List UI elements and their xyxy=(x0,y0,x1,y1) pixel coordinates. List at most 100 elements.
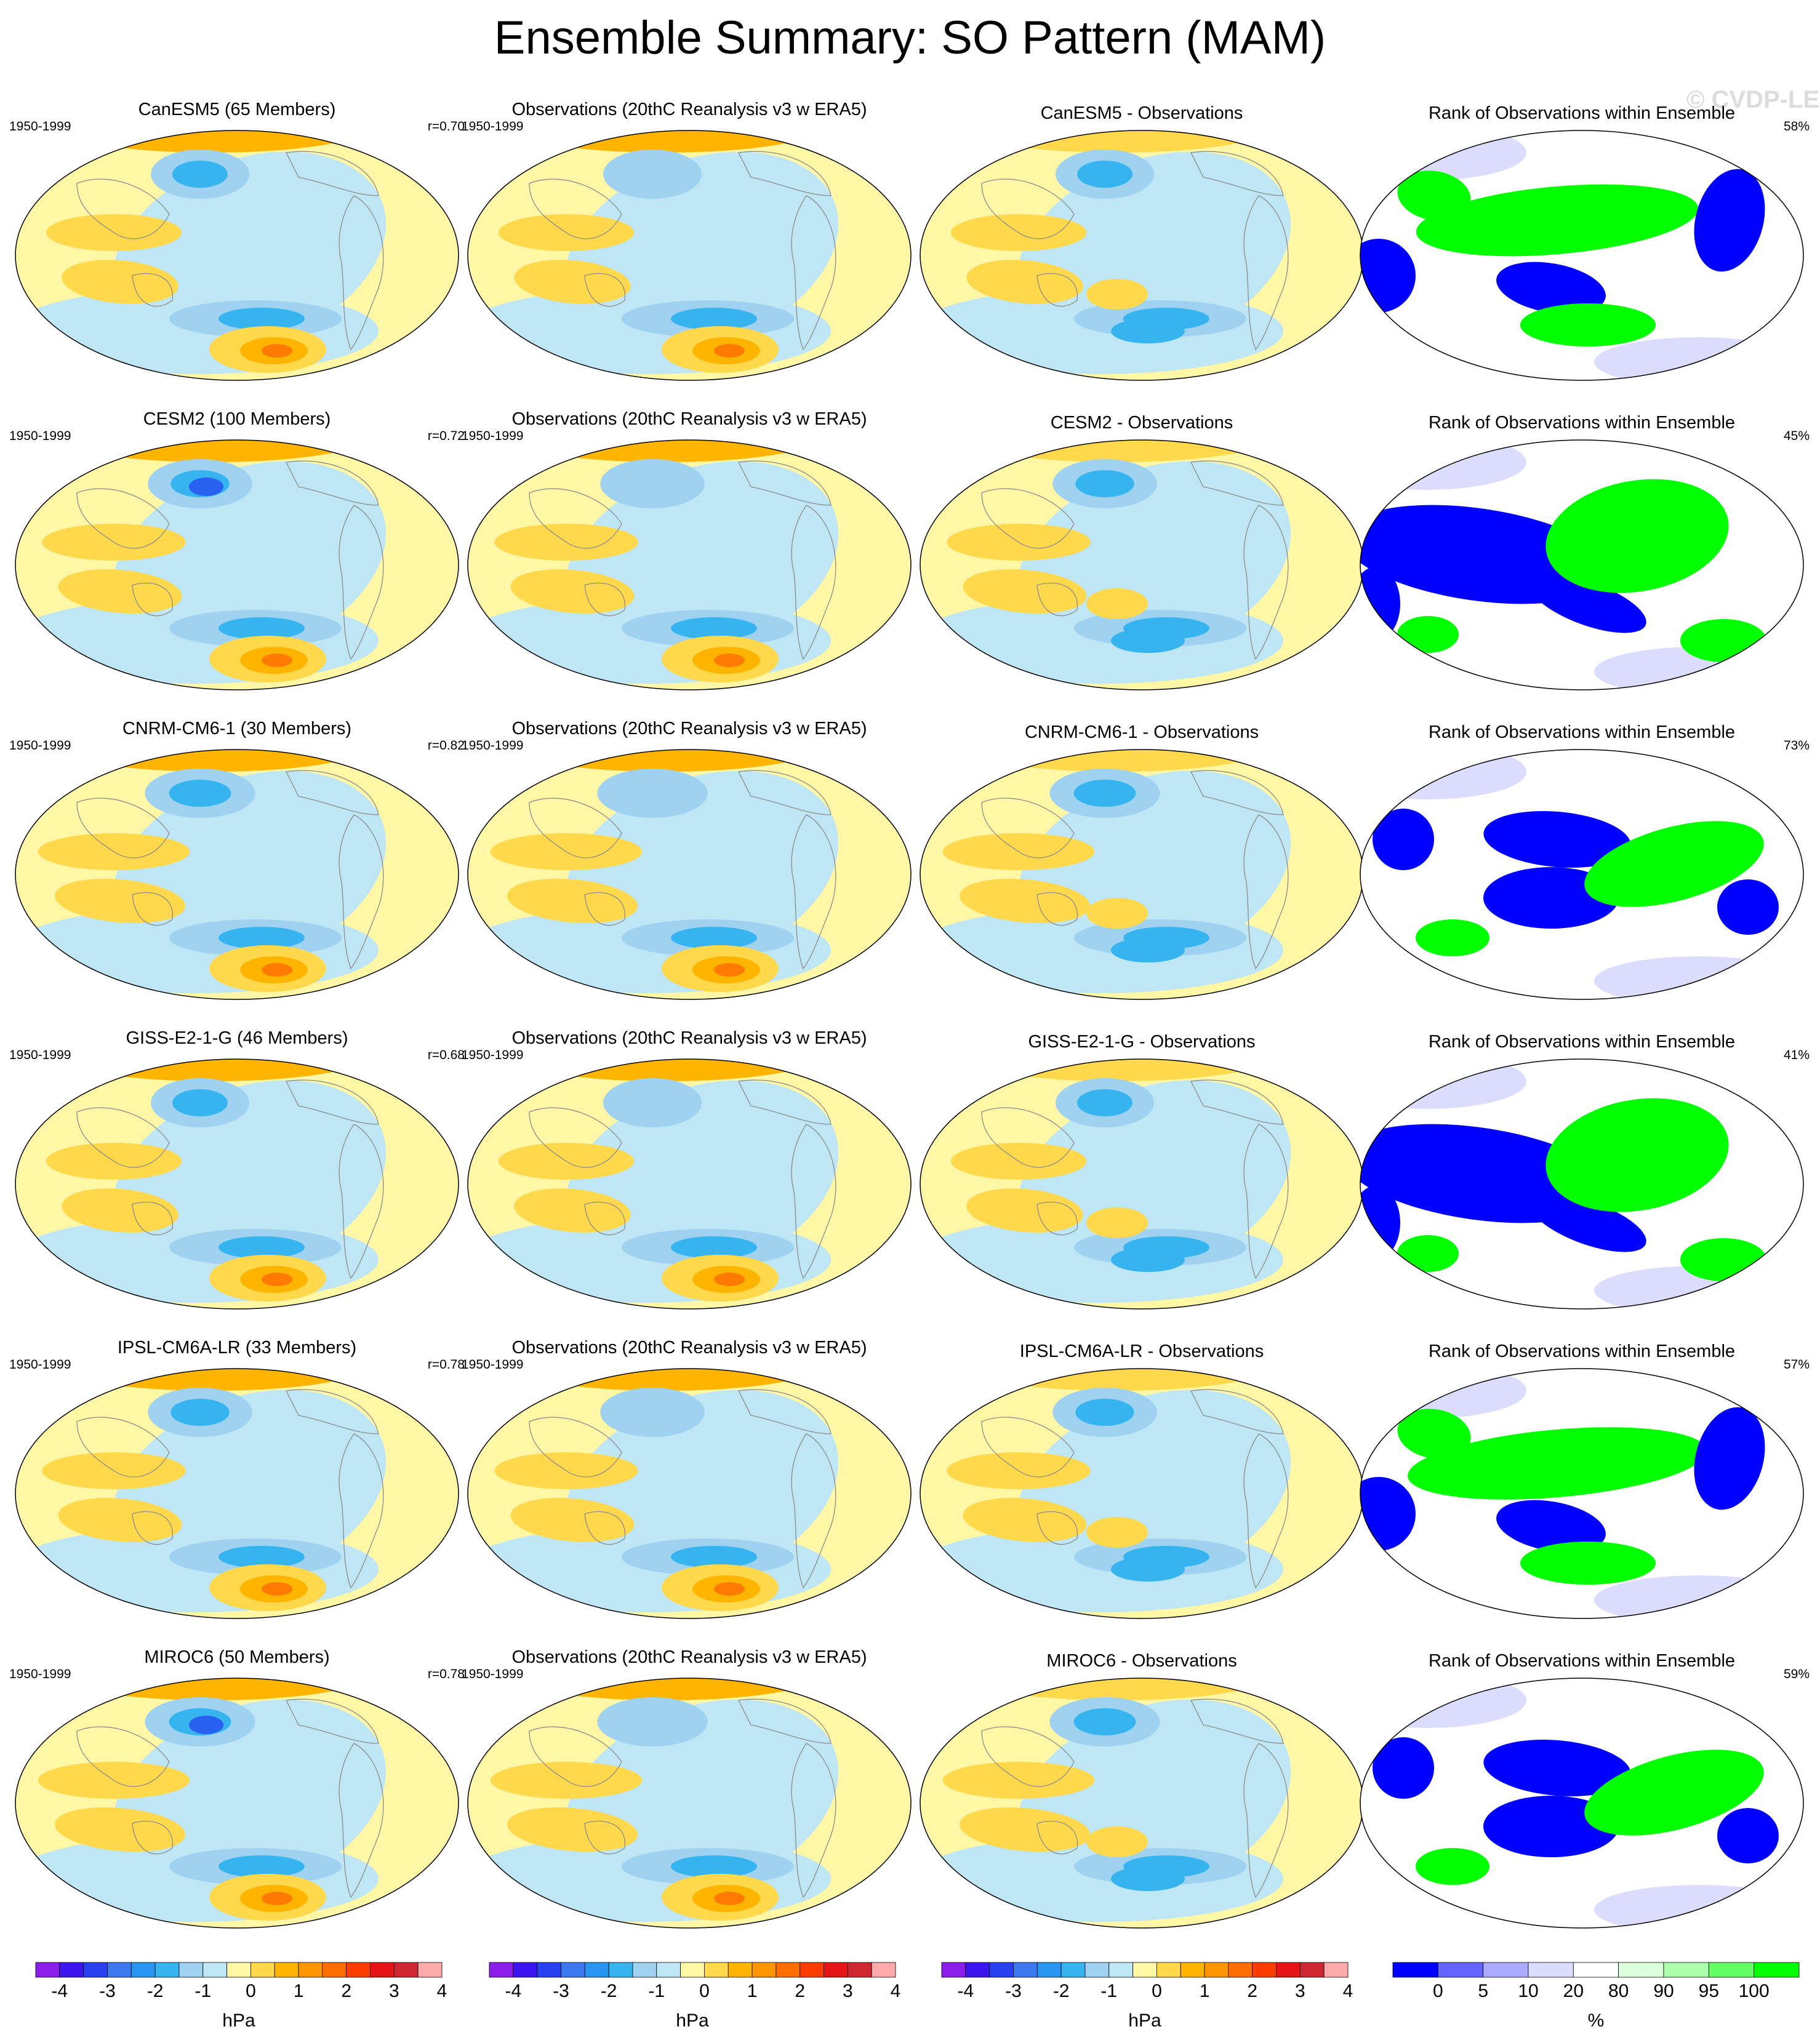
panel-title: CNRM-CM6-1 - Observations xyxy=(1024,722,1259,742)
negative-anomaly-region xyxy=(218,1236,305,1258)
map-boundary xyxy=(15,749,459,1000)
colorbar-swatch xyxy=(35,1962,60,1978)
panel-title: Observations (20thC Reanalysis v3 w ERA5… xyxy=(511,719,867,738)
colorbar-swatch xyxy=(871,1962,896,1978)
panel-title: CanESM5 (65 Members) xyxy=(138,100,336,119)
colorbar-swatch xyxy=(1180,1962,1205,1978)
rank-high-patch xyxy=(1397,1235,1459,1272)
rank-high-patch xyxy=(1397,616,1459,653)
pressure-colorbar: -4 -3 -2 -1 0 1 2 3 4 hPa xyxy=(936,1960,1354,2034)
panel-title: CESM2 (100 Members) xyxy=(143,409,331,429)
negative-anomaly-region xyxy=(621,1708,684,1735)
panel-model-row-3: CNRM-CM6-1 (30 Members) 1950-1999 r=0.82 xyxy=(9,719,465,1002)
panel-model-row-1: CanESM5 (65 Members) 1950-1999 r=0.70 xyxy=(9,100,465,383)
negative-anomaly-region xyxy=(623,470,682,497)
rank-high-patch xyxy=(1416,919,1489,956)
colorbar-swatch xyxy=(322,1962,347,1978)
negative-anomaly-region xyxy=(218,308,305,330)
rank-high-patch xyxy=(1545,1098,1729,1212)
colorbar-swatch xyxy=(226,1962,251,1978)
panel-title: Rank of Observations within Ensemble xyxy=(1428,1342,1736,1361)
rank-low-patch xyxy=(1496,262,1606,314)
positive-anomaly-region xyxy=(714,654,745,667)
colorbar-swatch xyxy=(59,1962,84,1978)
map-boundary xyxy=(15,1678,459,1929)
colorbar-swatch xyxy=(656,1962,681,1978)
colorbar-swatch xyxy=(370,1962,395,1978)
negative-anomaly-region xyxy=(1073,1708,1136,1735)
colorbar-swatch xyxy=(251,1962,275,1978)
colorbar-swatch xyxy=(989,1962,1014,1978)
positive-anomaly-region xyxy=(1086,898,1148,929)
colorbar-swatch xyxy=(752,1962,777,1978)
rank-map xyxy=(1354,1366,1810,1621)
pressure-colorbar: -4 -3 -2 -1 0 1 2 3 4 hPa xyxy=(30,1960,448,2034)
negative-anomaly-region xyxy=(1111,1866,1185,1891)
panel-rank-percent: 73% xyxy=(1783,738,1810,753)
positive-anomaly-region xyxy=(54,878,186,924)
slp-anomaly-map xyxy=(462,1057,917,1311)
panel-years: 1950-1999 xyxy=(9,738,71,753)
panel-title: Observations (20thC Reanalysis v3 w ERA5… xyxy=(511,1338,867,1358)
colorbar-swatch xyxy=(274,1962,299,1978)
map-boundary xyxy=(1360,130,1804,381)
negative-anomaly-region xyxy=(1077,161,1132,188)
panel-title: Rank of Observations within Ensemble xyxy=(1428,1651,1736,1671)
panel-rank-percent: 45% xyxy=(1783,429,1810,443)
panel-observations-row-2: Observations (20thC Reanalysis v3 w ERA5… xyxy=(462,409,917,692)
positive-anomaly-region xyxy=(54,1807,186,1852)
negative-anomaly-region xyxy=(1111,938,1185,962)
positive-anomaly-region xyxy=(514,1188,631,1233)
colorbar-swatch xyxy=(1618,1962,1664,1978)
panel-title: MIROC6 - Observations xyxy=(1046,1651,1237,1671)
negative-anomaly-region xyxy=(170,1399,230,1426)
negative-anomaly-region xyxy=(623,1399,682,1426)
panel-observations-row-3: Observations (20thC Reanalysis v3 w ERA5… xyxy=(462,719,917,1002)
rank-high-patch xyxy=(1584,1750,1764,1836)
panel-rank-row-3: Rank of Observations within Ensemble 73% xyxy=(1354,719,1810,1002)
positive-anomaly-region xyxy=(714,1582,745,1596)
negative-anomaly-region xyxy=(671,617,757,639)
panel-rank-row-2: Rank of Observations within Ensemble 45% xyxy=(1354,409,1810,692)
colorbar-tick-label: 4 xyxy=(437,1981,447,2001)
continent-outline xyxy=(981,151,1289,351)
colorbar-tick-label: 3 xyxy=(843,1981,853,2001)
panel-model-row-2: CESM2 (100 Members) 1950-1999 r=0.72 xyxy=(9,409,465,692)
colorbar-swatch xyxy=(489,1962,514,1978)
colorbar-swatch xyxy=(1036,1962,1062,1978)
slp-anomaly-map xyxy=(9,1676,465,1930)
colorbar-swatch xyxy=(680,1962,705,1978)
colorbar-tick-label: 2 xyxy=(341,1981,351,2001)
continent-outline xyxy=(981,460,1289,660)
negative-anomaly-region xyxy=(621,780,684,807)
negative-anomaly-region xyxy=(172,1089,228,1116)
panel-pattern-correlation: r=0.78 xyxy=(427,1358,465,1372)
panel-model-row-4: GISS-E2-1-G (46 Members) 1950-1999 r=0.68 xyxy=(9,1028,465,1311)
slp-anomaly-map xyxy=(914,1366,1369,1621)
panel-rank-percent: 57% xyxy=(1783,1358,1810,1372)
colorbar-tick-label: -4 xyxy=(505,1981,521,2001)
map-boundary xyxy=(15,439,459,690)
rank-high-patch xyxy=(1680,619,1766,662)
rank-low-patch xyxy=(1694,1407,1765,1510)
map-boundary xyxy=(15,1368,459,1619)
rank-high-patch xyxy=(1397,1409,1471,1459)
rank-map xyxy=(1354,438,1810,692)
rank-high-patch xyxy=(1584,821,1764,907)
rank-high-patch xyxy=(1416,184,1699,257)
panel-pattern-correlation: r=0.72 xyxy=(427,429,465,443)
map-boundary xyxy=(15,1058,459,1310)
panel-title: GISS-E2-1-G (46 Members) xyxy=(126,1028,348,1048)
positive-anomaly-region xyxy=(262,1892,292,1905)
panel-title: Observations (20thC Reanalysis v3 w ERA5… xyxy=(511,409,867,429)
panel-years: 1950-1999 xyxy=(9,1048,71,1062)
panel-years: 1950-1999 xyxy=(462,1667,524,1681)
colorbar-tick-label: 1 xyxy=(294,1981,304,2001)
panel-title: GISS-E2-1-G - Observations xyxy=(1028,1032,1256,1052)
slp-anomaly-map xyxy=(9,1366,465,1621)
positive-anomaly-region xyxy=(714,1892,745,1905)
colorbar-tick-label: 4 xyxy=(1343,1981,1353,2001)
slp-anomaly-map xyxy=(9,747,465,1002)
colorbar-tick-label: 0 xyxy=(699,1981,710,2001)
colorbar-tick-label: -2 xyxy=(147,1981,164,2001)
